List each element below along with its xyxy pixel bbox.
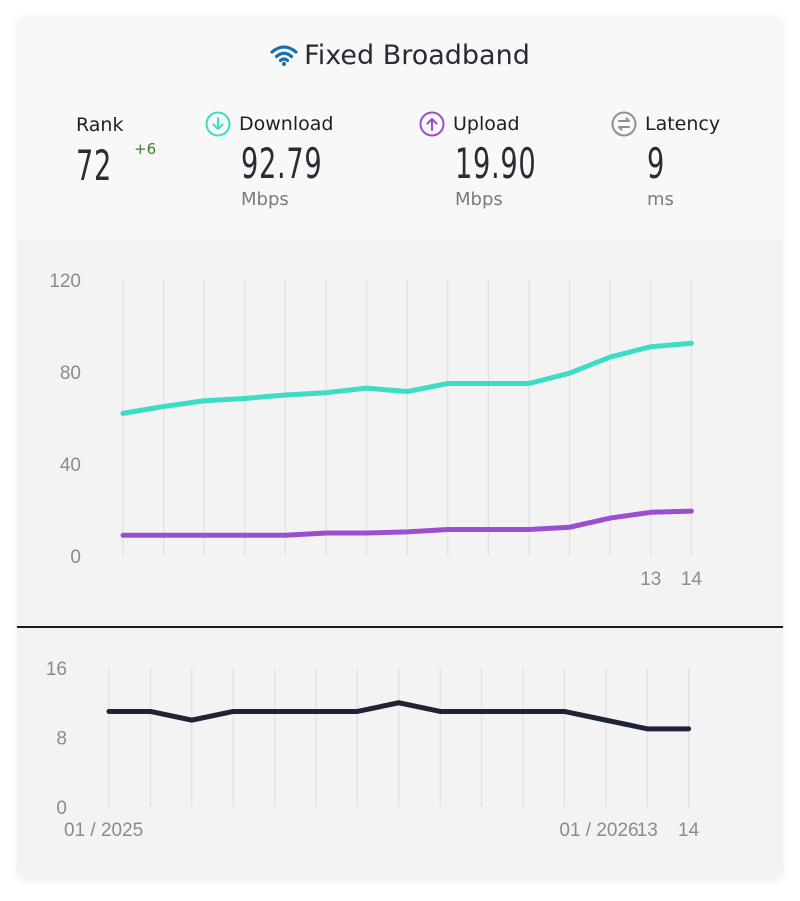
latency-unit: ms [647,189,674,210]
x-tick-label: 13 [637,820,658,841]
upload-unit: Mbps [455,189,503,210]
latency-icon [611,111,637,137]
rank-label: Rank [76,114,124,136]
x-tick-label: 13 [640,569,661,590]
x-tick-label: 14 [681,569,703,590]
y-tick-label: 8 [56,729,67,750]
latency-label: Latency [645,113,721,135]
summary-panel: Fixed Broadband Rank 72 +6 Download 92.7… [17,18,783,239]
x-tick-label: 01 / 2026 [559,820,638,841]
rank-value: 72 [76,141,113,190]
upload-label: Upload [453,113,520,135]
y-tick-label: 0 [70,547,81,568]
chart-divider [17,626,783,628]
download-unit: Mbps [241,189,289,210]
y-tick-label: 16 [46,659,67,680]
title-text: Fixed Broadband [304,40,530,71]
upload-value: 19.90 [455,139,537,188]
y-tick-label: 0 [56,798,67,819]
y-tick-label: 80 [60,363,81,384]
y-tick-label: 120 [49,271,81,292]
page-title: Fixed Broadband [17,40,783,71]
x-tick-label: 01 / 2025 [64,820,143,841]
download-value: 92.79 [241,139,323,188]
metric-upload: Upload 19.90 Mbps [419,111,568,210]
metric-download: Download 92.79 Mbps [205,111,354,210]
metric-latency: Latency 9 ms [611,111,720,210]
download-icon [205,111,231,137]
download-label: Download [239,113,334,135]
wifi-icon [270,45,298,66]
metric-rank: Rank 72 [76,111,126,189]
y-tick-label: 40 [60,455,81,476]
latency-value: 9 [647,139,666,188]
x-tick-label: 14 [678,820,700,841]
broadband-card: Fixed Broadband Rank 72 +6 Download 92.7… [17,18,783,880]
speed-chart: 0 40 80 120 13 14 [49,271,703,590]
upload-icon [419,111,445,137]
rank-delta: +6 [134,140,157,158]
